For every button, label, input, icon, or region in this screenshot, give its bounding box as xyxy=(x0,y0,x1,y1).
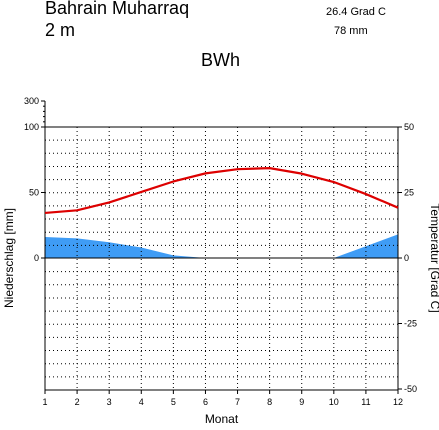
month-tick-label: 2 xyxy=(75,397,80,407)
month-tick-label: 9 xyxy=(299,397,304,407)
month-tick-label: 4 xyxy=(139,397,144,407)
month-tick-label: 3 xyxy=(107,397,112,407)
month-tick-label: 7 xyxy=(235,397,240,407)
temp-tick-label: -25 xyxy=(404,319,417,329)
month-tick-label: 12 xyxy=(393,397,403,407)
climate-classification: BWh xyxy=(201,50,241,70)
precipitation-area xyxy=(45,234,398,258)
month-tick-label: 8 xyxy=(267,397,272,407)
temp-tick-label: 0 xyxy=(404,253,409,263)
month-tick-label: 6 xyxy=(203,397,208,407)
station-elevation: 2 m xyxy=(45,20,76,40)
annual-precipitation: 78 mm xyxy=(334,25,368,37)
precip-axis-label: Niederschlag [mm] xyxy=(2,208,16,308)
month-tick-label: 10 xyxy=(329,397,339,407)
precip-tick-label: 50 xyxy=(29,188,39,198)
temp-axis-label: Temperatur [Grad C] xyxy=(428,203,439,312)
x-axis-label: Monat xyxy=(205,412,239,426)
temp-tick-label: -50 xyxy=(404,384,417,394)
precip-tick-label: 0 xyxy=(34,253,39,263)
month-tick-label: 1 xyxy=(42,397,47,407)
month-tick-label: 11 xyxy=(361,397,370,407)
precip-tick-label: 100 xyxy=(24,122,39,132)
temp-tick-label: 50 xyxy=(404,122,414,132)
mean-temperature: 26.4 Grad C xyxy=(326,6,386,18)
temp-tick-label: 25 xyxy=(404,188,414,198)
precip-tick-label: 300 xyxy=(24,96,39,106)
month-tick-label: 5 xyxy=(171,397,176,407)
station-name: Bahrain Muharraq xyxy=(45,0,190,18)
temperature-line xyxy=(44,167,399,215)
